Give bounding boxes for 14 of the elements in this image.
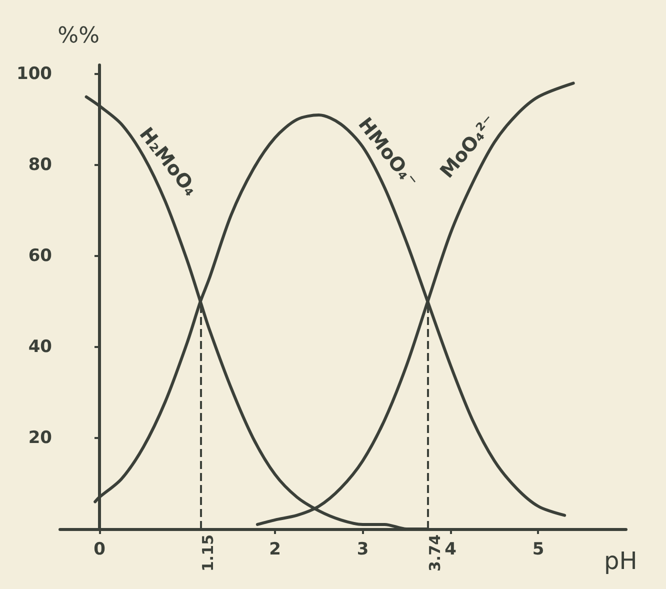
y-tick-label: 100: [16, 64, 52, 84]
x-tick-label: 4: [444, 540, 457, 560]
ref-line-label: 1.15: [198, 534, 217, 572]
y-tick-label: 20: [28, 428, 52, 448]
y-tick-label: 60: [28, 246, 52, 266]
x-tick-label: 2: [269, 540, 281, 560]
y-axis-title: %%: [58, 24, 100, 48]
ref-line-label: 3.74: [426, 534, 444, 572]
x-axis-title: pH: [604, 547, 638, 575]
x-tick-label: 0: [94, 540, 106, 560]
y-tick-label: 80: [28, 155, 52, 176]
y-tick-label: 40: [28, 337, 52, 358]
x-tick-label: 3: [356, 540, 369, 560]
x-tick-label: 5: [532, 540, 544, 560]
